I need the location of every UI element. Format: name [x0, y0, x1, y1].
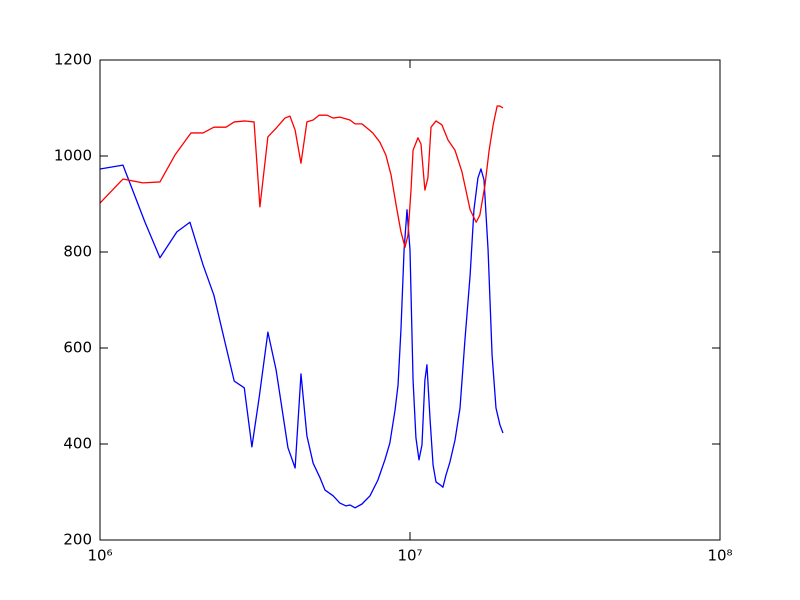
y-tick-label: 800 [63, 243, 92, 261]
line-series [99, 164, 504, 509]
plot-area [99, 105, 504, 509]
y-tick-label: 600 [63, 339, 92, 357]
x-tick-label: 10⁷ [397, 547, 422, 565]
line-series [99, 105, 504, 248]
y-tick-label: 200 [63, 531, 92, 549]
y-tick-label: 400 [63, 435, 92, 453]
y-tick-label: 1000 [54, 147, 92, 165]
y-tick-label: 1200 [54, 51, 92, 69]
x-tick-label: 10⁶ [87, 547, 112, 565]
x-tick-label: 10⁸ [707, 547, 732, 565]
